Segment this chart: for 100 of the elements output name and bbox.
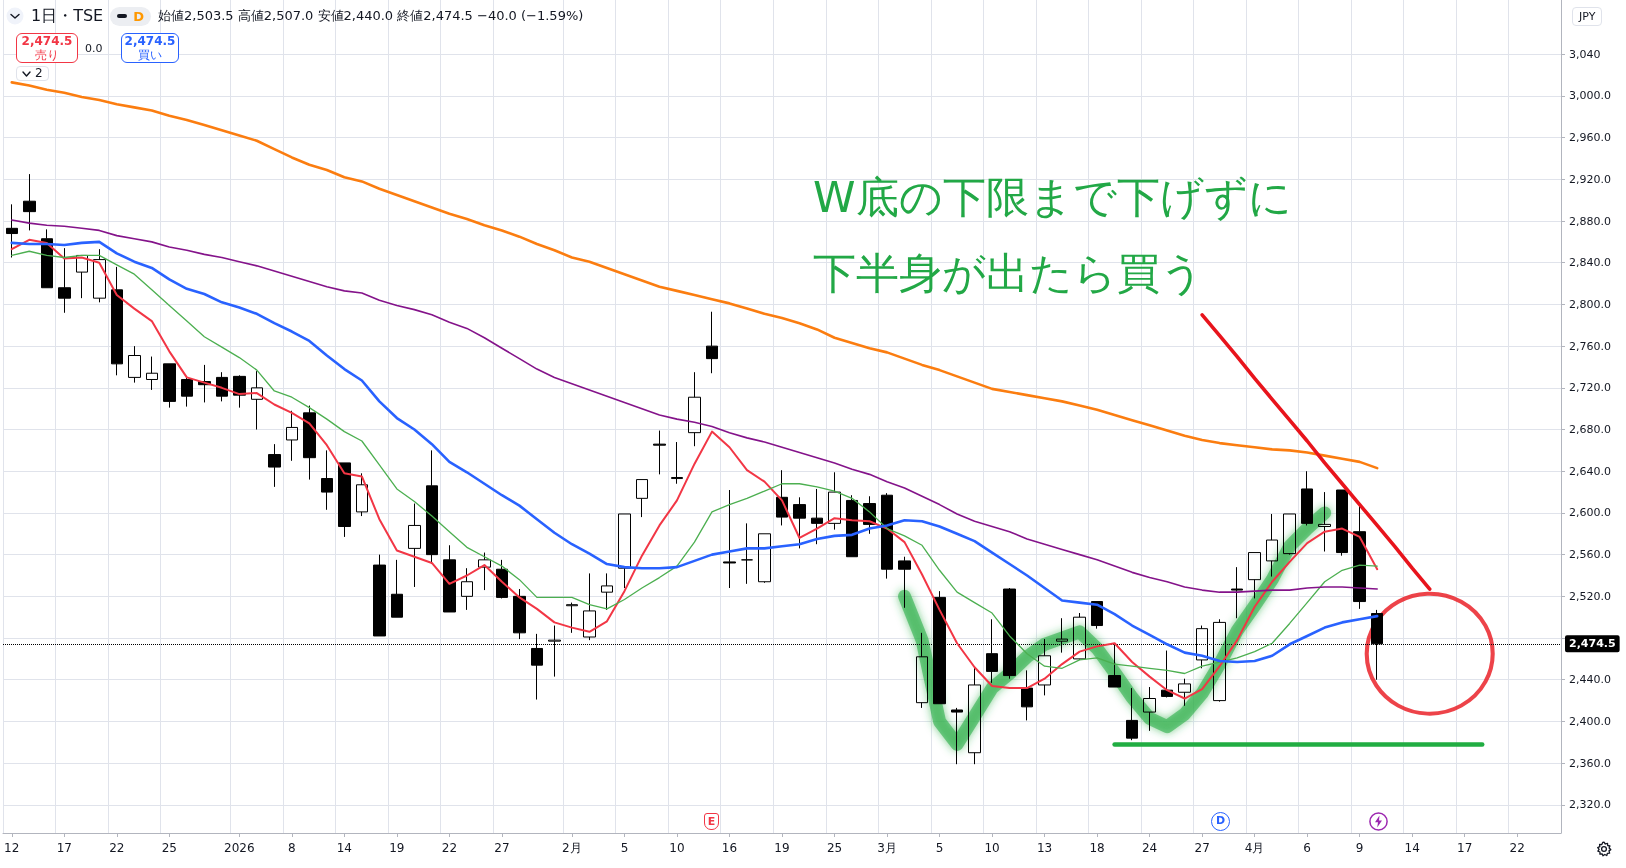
candlestick [566,602,578,634]
candlestick [1108,643,1121,688]
candlestick [1283,513,1296,556]
candlestick [478,552,491,591]
candlestick [268,443,281,488]
x-tick-label: 27 [1194,841,1210,855]
candlestick [1248,552,1261,599]
candlestick [163,363,176,409]
x-tick-label: 14 [336,841,352,855]
y-tick-label: 2,640.0 [1569,464,1611,478]
line-series [10,81,1379,470]
x-tick-label: 25 [161,841,177,855]
annotation: 下半身が出たら買う [813,248,1204,298]
candlestick [321,449,333,511]
candlestick [618,513,631,589]
candlestick [758,533,771,584]
x-tick-label: 3月 [877,841,897,855]
line-series [10,219,1378,593]
candlestick [1143,686,1156,732]
x-tick-label: 9 [1355,841,1364,855]
x-tick-label: 19 [389,841,405,855]
candlestick [251,370,263,431]
y-tick-label: 2,320.0 [1569,798,1611,812]
x-tick-label: 16 [721,841,738,855]
annotation: E [704,813,719,830]
x-tick-label: 17 [56,841,72,855]
candlestick [111,266,123,376]
y-tick-label: 2,600.0 [1569,506,1611,520]
candlestick [1336,489,1348,557]
candlestick [338,462,351,538]
y-tick-label: 2,720.0 [1569,381,1611,395]
candlestick [688,371,701,447]
candlestick [461,567,473,611]
annotation: D [1211,812,1230,831]
candlestick [951,707,963,765]
candlestick [811,488,823,545]
candlestick [671,441,683,485]
candlestick [968,666,981,765]
y-tick-label: 2,760.0 [1569,339,1611,353]
candlestick [898,556,911,609]
candlestick [23,173,36,231]
x-tick-label: 8 [288,841,296,855]
x-tick-label: 5 [620,841,629,855]
sell-button: 2,474.5 売り [16,33,78,63]
candlestick [1318,491,1331,553]
x-tick-label: 24 [1141,841,1158,855]
candlestick [706,311,718,374]
candlestick [93,248,106,303]
x-tick-label: 25 [826,841,843,855]
candlestick [373,554,386,637]
x-tick-label: 13 [1036,841,1053,855]
toggle-button: 2 [16,66,49,81]
y-tick-label: 2,960.0 [1569,131,1611,145]
candlestick [233,374,246,409]
y-tick-label: 2,920.0 [1569,172,1611,186]
candlestick [1161,650,1173,698]
y-tick-label: 2,360.0 [1569,756,1611,770]
ref-line-label: 2,474.5 [1569,637,1616,651]
candlestick [146,356,158,391]
y-tick-label: 3,000.0 [1569,89,1611,103]
candlestick [1178,678,1191,707]
x-tick-label: 22 [109,841,125,855]
x-tick-label: 6 [1303,841,1311,855]
candlestick [601,572,613,611]
y-tick-label: 2,680.0 [1569,423,1611,437]
candlestick [408,503,421,588]
annotation: 2,474.5 [124,34,176,48]
candlestick [128,345,141,384]
annotation: W底の下限まで下げずに [813,172,1292,222]
candlestick [356,472,368,517]
x-tick-label: 27 [494,841,510,855]
candlestick [286,410,298,462]
chart-title: 1日・TSE [31,6,104,26]
x-tick-label: 22 [1509,841,1525,855]
x-tick-label: 5 [935,841,944,855]
x-tick-label: 18 [1089,841,1105,855]
candlestick [303,405,316,481]
x-tick-label: 17 [1457,841,1473,855]
x-tick-label: 4月 [1244,841,1265,855]
y-tick-label: 2,520.0 [1569,589,1611,603]
candlestick [1231,566,1243,619]
y-tick-label: 2,560.0 [1569,548,1611,562]
x-tick-label: 19 [774,841,790,855]
candlestick [1021,669,1033,721]
annotation: 2 [35,66,43,80]
candlestick [846,494,858,558]
candlestick [1353,504,1366,610]
candlestick [58,247,71,314]
candlestick [583,572,596,641]
candlestick [1301,470,1313,526]
annotation: 買い [138,48,162,62]
x-tick-label: 2026 [224,841,255,855]
y-tick-label: 2,800.0 [1569,297,1611,311]
y-tick-label: 3,040 [1569,47,1601,61]
buy-button: 2,474.5 買い [121,33,179,63]
annotation: 2,474.5 [21,34,73,48]
y-tick-label: 2,400.0 [1569,714,1611,728]
annotation: 売り [35,48,59,62]
annotation: 0.0 [85,42,103,55]
candlestick [1126,687,1138,741]
